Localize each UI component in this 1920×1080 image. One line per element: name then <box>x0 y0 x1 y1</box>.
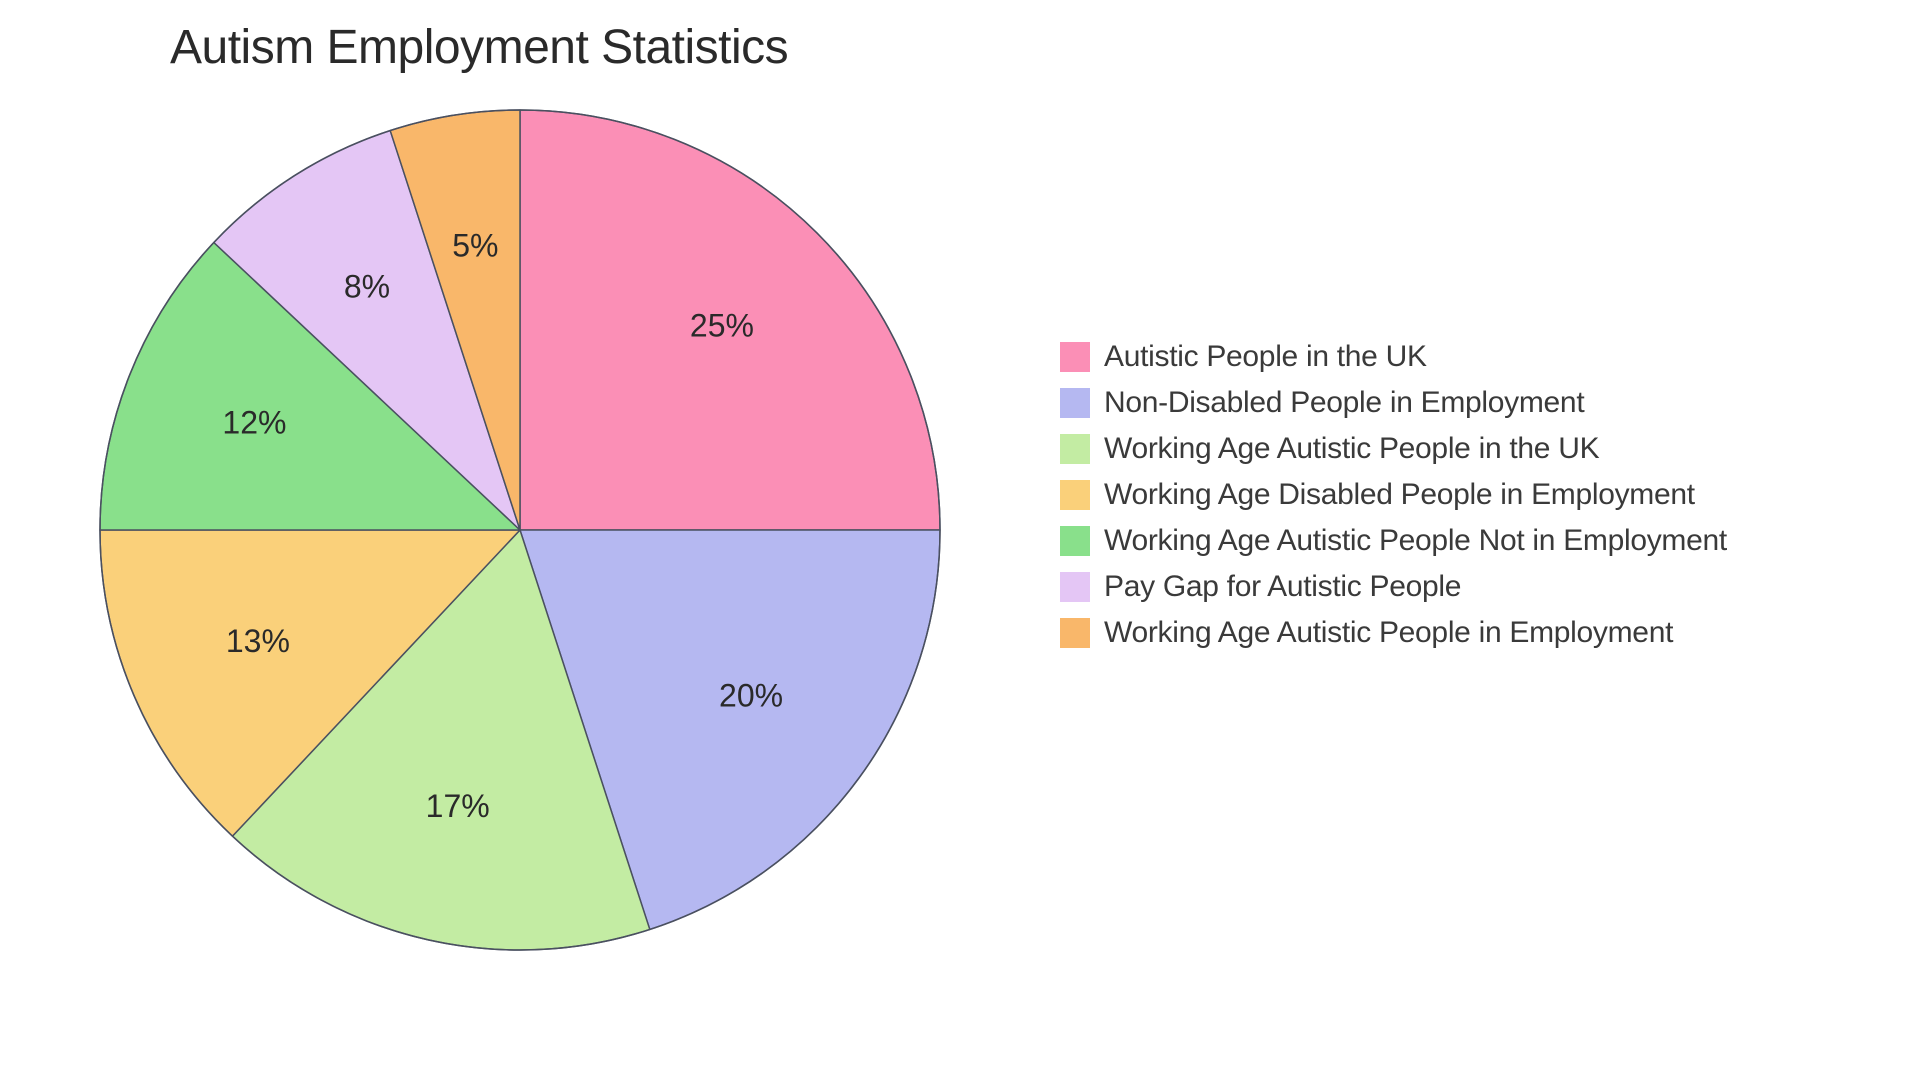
legend-item: Pay Gap for Autistic People <box>1060 570 1727 604</box>
legend: Autistic People in the UK Non-Disabled Pe… <box>1060 340 1727 650</box>
legend-item: Working Age Autistic People in Employmen… <box>1060 616 1727 650</box>
slice-label: 25% <box>690 308 754 344</box>
legend-item: Working Age Autistic People Not in Emplo… <box>1060 524 1727 558</box>
legend-label: Working Age Autistic People Not in Emplo… <box>1104 524 1727 558</box>
pie-chart: 25% 20% 17% 13% 12% 8% 5% <box>90 100 950 965</box>
legend-label: Working Age Autistic People in Employmen… <box>1104 616 1673 650</box>
legend-item: Autistic People in the UK <box>1060 340 1727 374</box>
legend-swatch <box>1060 480 1090 510</box>
legend-swatch <box>1060 572 1090 602</box>
chart-container: Autism Employment Statistics 25% 20% 17% 13… <box>0 0 1920 1080</box>
legend-label: Pay Gap for Autistic People <box>1104 570 1461 604</box>
slice-label: 5% <box>452 227 498 263</box>
legend-item: Working Age Disabled People in Employmen… <box>1060 478 1727 512</box>
slice-label: 13% <box>226 623 290 659</box>
legend-label: Working Age Autistic People in the UK <box>1104 432 1599 466</box>
legend-swatch <box>1060 342 1090 372</box>
legend-label: Autistic People in the UK <box>1104 340 1427 374</box>
legend-label: Non-Disabled People in Employment <box>1104 386 1584 420</box>
legend-label: Working Age Disabled People in Employmen… <box>1104 478 1695 512</box>
legend-swatch <box>1060 618 1090 648</box>
slice-label: 20% <box>719 677 783 713</box>
legend-item: Working Age Autistic People in the UK <box>1060 432 1727 466</box>
legend-swatch <box>1060 526 1090 556</box>
chart-title: Autism Employment Statistics <box>170 20 788 75</box>
legend-swatch <box>1060 434 1090 464</box>
slice-label: 8% <box>344 268 390 304</box>
slice-label: 17% <box>426 788 490 824</box>
slice-label: 12% <box>222 404 286 440</box>
legend-swatch <box>1060 388 1090 418</box>
legend-item: Non-Disabled People in Employment <box>1060 386 1727 420</box>
